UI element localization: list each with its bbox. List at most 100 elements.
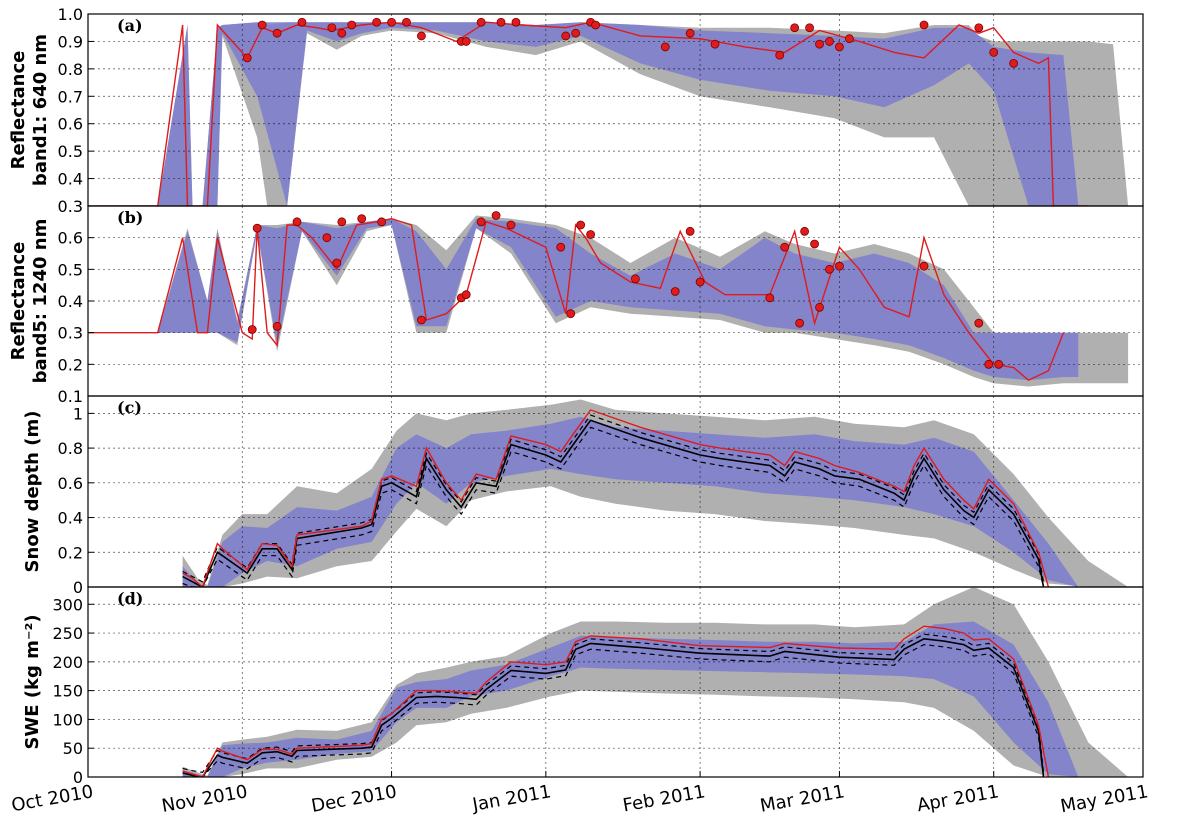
panel-a-ytick-label-6: 0.9: [58, 32, 83, 51]
panel-b-observation-point: [292, 217, 302, 227]
panel-b-observation-point: [835, 261, 844, 271]
panel-a-observation-point: [337, 28, 347, 38]
panel-d-lines: [182, 625, 1050, 777]
panel-a-observation-point: [660, 42, 670, 52]
panel-a-bands: [157, 22, 1129, 206]
panel-d-outer-band: [182, 587, 1129, 777]
panel-a-ytick-label-1: 0.4: [58, 170, 83, 189]
panel-b-inner-band: [157, 218, 1079, 381]
panel-d-frame: [87, 586, 1144, 778]
panel-d-black-line: [182, 637, 1045, 777]
panel-b-observation-point: [810, 239, 819, 249]
panel-a-observation-point: [461, 37, 471, 46]
panel-a-observation-point: [272, 28, 282, 38]
panel-b-observation-point: [357, 214, 367, 224]
panel-d-red-line: [182, 625, 1050, 777]
x-tick-label-5: Mar 2011: [758, 781, 846, 817]
panel-a-observation-point: [387, 17, 396, 27]
x-tick-label-2: Dec 2010: [310, 781, 399, 817]
panel-b-observation-point: [695, 277, 705, 287]
panel-b-observation-point: [670, 287, 680, 296]
panel-b-observation-point: [476, 217, 486, 227]
panel-b-label: (b): [117, 208, 143, 227]
panel-a-observation-point: [297, 17, 307, 27]
panel-d-ytick-label-5: 250: [52, 624, 83, 643]
x-tick-label-3: Jan 2011: [470, 781, 553, 816]
panel-d-inner-band: [182, 621, 1079, 777]
panel-c-dashed-upper: [182, 414, 1045, 583]
panel-b-observation-point: [506, 220, 516, 230]
panel-a-observation-point: [1009, 58, 1019, 68]
panel-b-observation-point: [800, 226, 810, 236]
panel-a-ytick-label-4: 0.7: [58, 87, 83, 106]
panel-c-dashed-lower: [182, 426, 1045, 587]
panel-b-ytick-label-3: 0.4: [58, 292, 83, 311]
panel-d-bands: [182, 587, 1129, 777]
panel-a-observation-point: [561, 31, 571, 41]
panel-d-dashed-upper: [182, 633, 1045, 774]
panel-a-observation-point: [417, 31, 426, 41]
panel-a: 0.3 0.4 0.5 0.6 0.7 0.8 0.9 1.0 (a) Reflectance…: [8, 5, 1144, 216]
panel-c-ytick-label-6: 0.1: [58, 387, 83, 406]
panel-a-observation-point: [496, 17, 506, 27]
panel-b-observation-point: [491, 211, 501, 220]
panel-b-observation-point: [247, 325, 257, 334]
panel-a-ytick-label-5: 0.8: [58, 60, 83, 79]
panel-b-observation-point: [332, 258, 342, 268]
panel-b-observation-point: [780, 242, 790, 252]
panel-a-observations: [242, 17, 1019, 68]
panel-b-observation-point: [685, 226, 695, 236]
panel-a-observation-point: [790, 23, 800, 33]
panel-c-red-line: [182, 409, 1050, 587]
panel-c-ytick-label-2: 0.4: [58, 509, 83, 528]
panel-b: 0.2 0.3 0.4 0.5 0.6 (b) Reflectance band5: 1…: [8, 205, 1144, 397]
panel-b-ytick-label-4: 0.5: [58, 260, 83, 279]
panel-d: 0 50 100 150 200 250 300 (d) SWE (kg m⁻²): [22, 586, 1144, 787]
panel-a-observation-point: [511, 17, 521, 27]
panel-c-ytick-label-4: 0.8: [58, 439, 83, 458]
panel-a-observation-point: [815, 39, 824, 49]
panel-b-observation-point: [631, 274, 640, 284]
panel-c-ytick-label-3: 0.6: [58, 474, 83, 493]
panel-b-observation-point: [417, 315, 426, 325]
panel-b-observation-point: [377, 217, 387, 227]
panel-c-y-ticks: 0 0.2 0.4 0.6 0.8 10.1: [58, 387, 94, 597]
panel-a-observation-point: [805, 23, 814, 33]
panel-d-ytick-label-0: 0: [73, 768, 83, 787]
x-tick-label-6: Apr 2011: [916, 781, 1001, 816]
panel-d-label: (d): [117, 589, 143, 608]
panel-c-label: (c): [117, 398, 142, 417]
panel-a-observation-point: [347, 20, 357, 30]
panel-a-observation-point: [591, 20, 600, 30]
panel-a-ytick-label-3: 0.6: [58, 115, 83, 134]
panel-a-observation-point: [571, 28, 581, 38]
panel-a-y-ticks: 0.3 0.4 0.5 0.6 0.7 0.8 0.9 1.0: [58, 5, 94, 216]
panel-d-ytick-label-1: 50: [63, 739, 83, 758]
x-axis: Oct 2010 Nov 2010 Dec 2010 Jan 2011 Feb 2011…: [10, 771, 1150, 817]
panel-b-observation-point: [272, 321, 282, 331]
panel-b-observations: [247, 211, 1004, 369]
panel-d-ytick-label-2: 100: [52, 710, 83, 729]
panel-d-ytick-label-4: 200: [52, 653, 83, 672]
x-tick-label-0: Oct 2010: [10, 781, 95, 816]
panel-a-observation-point: [835, 42, 844, 52]
panel-c-lines: [182, 409, 1050, 587]
panel-d-y-ticks: 0 50 100 150 200 250 300: [52, 595, 94, 787]
panel-d-ylabel-line1: SWE (kg m⁻²): [22, 614, 43, 749]
panel-a-ylabel-line2: band1: 640 nm: [30, 34, 51, 186]
panel-a-observation-point: [242, 53, 252, 63]
panel-a-ytick-label-7: 1.0: [58, 5, 83, 24]
panel-b-observation-point: [337, 217, 347, 227]
panel-b-observation-point: [461, 290, 471, 300]
panel-a-observation-point: [919, 20, 929, 30]
panel-a-observation-point: [775, 50, 785, 60]
panel-b-observation-point: [919, 261, 929, 271]
panel-a-ylabel-line1: Reflectance: [8, 51, 29, 170]
panel-b-observation-point: [322, 233, 332, 243]
panel-c-inner-band: [182, 416, 1079, 587]
panel-a-observation-point: [257, 20, 267, 30]
x-tick-label-1: Nov 2010: [160, 781, 249, 817]
panel-b-observation-point: [566, 309, 576, 319]
panel-c-ytick-label-0: 0: [73, 578, 83, 597]
panel-a-ytick-label-0: 0.3: [58, 197, 83, 216]
